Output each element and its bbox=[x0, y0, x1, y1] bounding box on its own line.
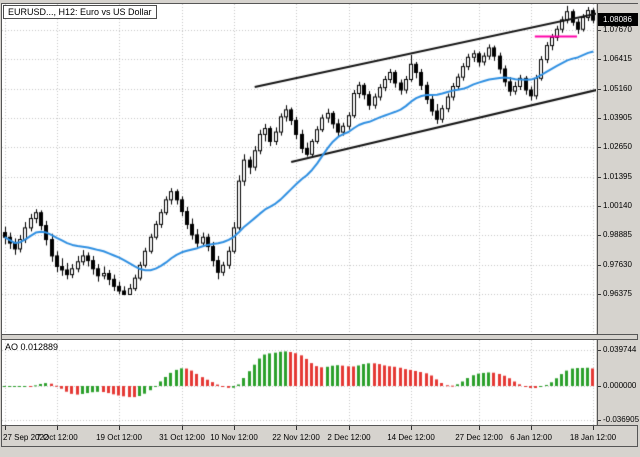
time-axis-label: 19 Oct 12:00 bbox=[96, 433, 142, 442]
time-axis-tick bbox=[349, 426, 350, 430]
time-axis-tick bbox=[5, 426, 6, 430]
axis-tick-mark bbox=[598, 206, 601, 207]
axis-tick-mark bbox=[598, 118, 601, 119]
time-axis-tick bbox=[296, 426, 297, 430]
indicator-axis[interactable]: 0.039744 0.000000 -0.036905 bbox=[597, 340, 640, 425]
price-axis-label: 0.96375 bbox=[603, 288, 632, 298]
axis-tick-mark bbox=[598, 59, 601, 60]
price-axis[interactable]: 1.08086 1.07670 1.06415 1.05160 1.03905 1.02… bbox=[597, 4, 638, 334]
time-axis-label: 27 Dec 12:00 bbox=[455, 433, 503, 442]
time-axis-tick bbox=[593, 426, 594, 430]
price-axis-label: 1.05160 bbox=[603, 83, 632, 93]
time-axis-label: 27 Sep 2022 bbox=[3, 433, 49, 442]
axis-tick-mark bbox=[598, 89, 601, 90]
price-axis-label: 0.97630 bbox=[603, 259, 632, 269]
time-axis-label: 18 Jan 12:00 bbox=[569, 433, 617, 442]
time-axis-label: 14 Dec 12:00 bbox=[387, 433, 435, 442]
chart-window: EURUSD..., H12: Euro vs US Dollar 1.0808… bbox=[1, 3, 640, 447]
awesome-oscillator-pane[interactable]: AO 0.012889 bbox=[2, 340, 596, 425]
time-axis-label: 7 Oct 12:00 bbox=[36, 433, 78, 442]
axis-tick-mark bbox=[598, 420, 601, 421]
time-axis-tick bbox=[119, 426, 120, 430]
axis-tick-mark bbox=[598, 177, 601, 178]
awesome-oscillator-canvas[interactable] bbox=[2, 340, 596, 425]
axis-tick-mark bbox=[598, 350, 601, 351]
axis-tick-mark bbox=[598, 265, 601, 266]
price-axis-label: 1.02650 bbox=[603, 142, 632, 152]
indicator-axis-label: 0.039744 bbox=[603, 344, 637, 354]
time-axis-tick bbox=[479, 426, 480, 430]
time-axis-tick bbox=[57, 426, 58, 430]
price-chart-canvas[interactable] bbox=[2, 4, 596, 334]
time-axis-label: 22 Nov 12:00 bbox=[272, 433, 320, 442]
time-axis-tick bbox=[531, 426, 532, 430]
axis-tick-mark bbox=[598, 294, 601, 295]
pane-splitter[interactable] bbox=[2, 334, 637, 340]
time-axis-label: 31 Oct 12:00 bbox=[159, 433, 205, 442]
axis-tick-mark bbox=[598, 235, 601, 236]
price-axis-label: 1.03905 bbox=[603, 112, 632, 122]
main-chart-pane[interactable]: EURUSD..., H12: Euro vs US Dollar bbox=[2, 4, 596, 334]
time-axis-label: 10 Nov 12:00 bbox=[210, 433, 258, 442]
axis-tick-mark bbox=[598, 147, 601, 148]
time-axis-tick bbox=[234, 426, 235, 430]
price-axis-label: 0.98885 bbox=[603, 230, 632, 240]
axis-tick-mark bbox=[598, 30, 601, 31]
time-axis[interactable]: 27 Sep 2022 7 Oct 12:00 19 Oct 12:00 31 Oct… bbox=[2, 425, 637, 446]
symbol-title: EURUSD..., H12: Euro vs US Dollar bbox=[3, 5, 157, 19]
price-axis-label: 1.01395 bbox=[603, 171, 632, 181]
time-axis-label: 2 Dec 12:00 bbox=[327, 433, 371, 442]
current-price-tag: 1.08086 bbox=[598, 13, 638, 27]
time-axis-label: 6 Jan 12:00 bbox=[510, 433, 552, 442]
price-axis-label: 1.06415 bbox=[603, 54, 632, 64]
price-axis-label: 1.00140 bbox=[603, 200, 632, 210]
axis-tick-mark bbox=[598, 386, 601, 387]
indicator-axis-label: -0.036905 bbox=[603, 414, 640, 424]
indicator-label: AO 0.012889 bbox=[5, 342, 59, 352]
indicator-axis-label: 0.000000 bbox=[603, 381, 637, 390]
price-axis-label: 1.07670 bbox=[603, 24, 632, 34]
time-axis-tick bbox=[182, 426, 183, 430]
time-axis-tick bbox=[411, 426, 412, 430]
